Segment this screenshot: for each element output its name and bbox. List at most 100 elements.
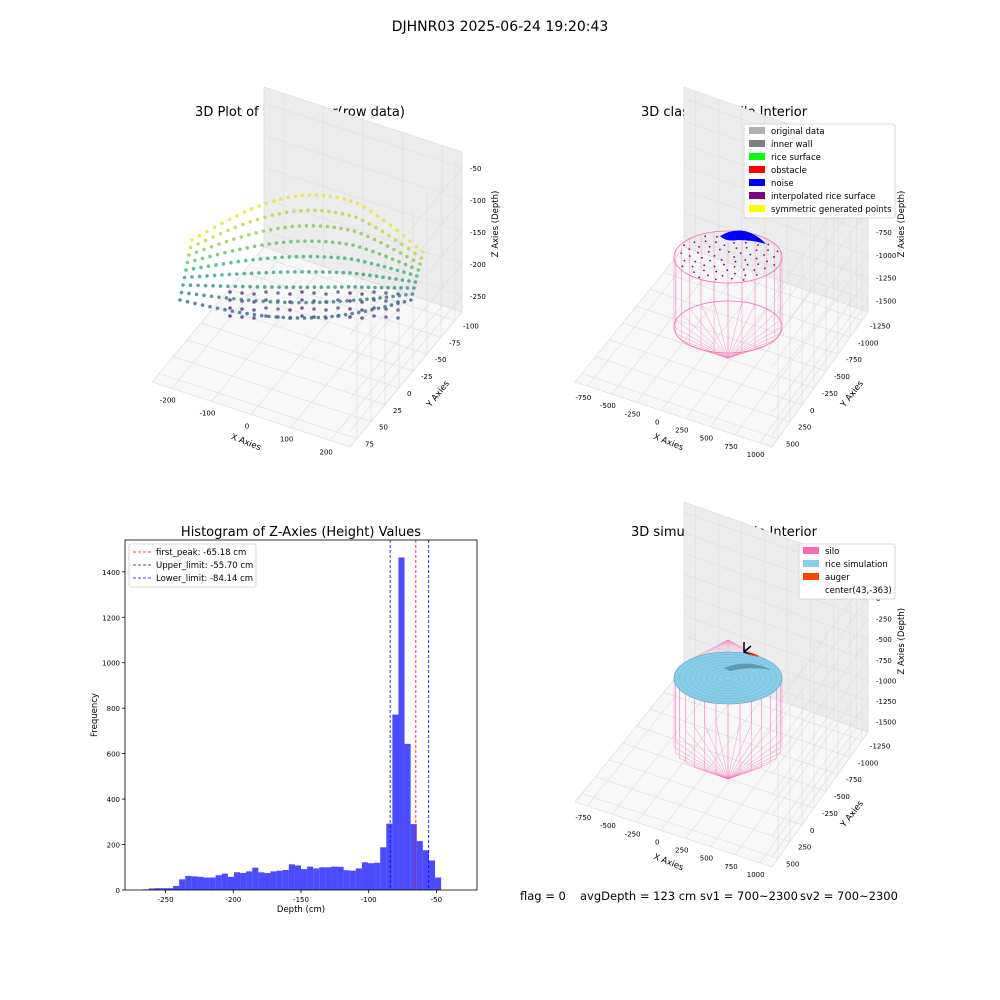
- raw-data-point: [288, 292, 292, 296]
- y-axis-label: Y Axies: [838, 379, 866, 411]
- raw-data-point: [354, 271, 359, 276]
- interpolated-point: [681, 265, 684, 268]
- raw-data-point: [245, 245, 250, 250]
- raw-data-point: [315, 254, 320, 259]
- raw-data-point: [257, 271, 261, 275]
- silo-cone-line: [727, 772, 741, 780]
- grid-line: [771, 721, 869, 857]
- raw-data-point: [194, 292, 199, 297]
- histogram-bar: [276, 870, 283, 890]
- interpolated-point: [763, 254, 765, 256]
- interpolated-point: [693, 271, 695, 274]
- raw-data-point: [354, 215, 358, 220]
- silo-cone-line: [727, 746, 783, 780]
- raw-data-point: [311, 300, 315, 305]
- raw-data-point: [372, 290, 376, 294]
- raw-data-point: [268, 227, 273, 232]
- grid-line: [771, 577, 869, 713]
- silo-cone-line: [727, 721, 741, 780]
- legend-swatch: [749, 192, 765, 199]
- raw-data-point: [294, 254, 299, 259]
- legend-label: noise: [771, 179, 794, 189]
- raw-data-point: [349, 257, 354, 261]
- y-tick-label: 1400: [102, 569, 120, 577]
- legend-label: Lower_limit: -84.14 cm: [156, 574, 253, 584]
- interpolated-point: [713, 265, 716, 268]
- interpolated-point: [715, 241, 717, 244]
- z-tick-label: -500: [876, 636, 892, 644]
- raw-data-point: [246, 233, 251, 237]
- grid-line: [660, 275, 765, 411]
- auger-line: [747, 653, 759, 657]
- raw-data-point: [348, 315, 352, 319]
- interpolated-point: [707, 274, 709, 277]
- raw-data-point: [348, 307, 352, 311]
- raw-data-point: [396, 308, 400, 312]
- raw-data-point: [240, 307, 244, 311]
- x-tick-label: 1000: [747, 871, 765, 879]
- histogram-bar: [422, 850, 429, 890]
- raw-data-point: [364, 247, 369, 251]
- raw-data-point: [380, 229, 385, 234]
- interpolated-point: [744, 274, 747, 277]
- interpolated-point: [766, 260, 769, 263]
- legend-swatch: [749, 153, 765, 160]
- y-tick-label: 25: [393, 407, 402, 415]
- histogram-bar: [392, 714, 399, 890]
- x-tick-label: 250: [675, 427, 688, 435]
- y-tick-label: -250: [822, 390, 838, 398]
- interpolated-point: [742, 268, 745, 271]
- raw-data-point: [205, 229, 209, 234]
- histogram-legend: first_peak: -65.18 cm Upper_limit: -55.70…: [128, 543, 257, 588]
- raw-point-cloud: [178, 193, 425, 320]
- silo-cone-line: [689, 308, 729, 359]
- raw-data-point: [359, 231, 363, 236]
- raw-data-point: [344, 242, 349, 246]
- raw-data-point: [196, 242, 200, 246]
- y-tick-label: -50: [435, 356, 446, 364]
- raw-data-point: [197, 274, 202, 279]
- histogram-plot: -250 -200 -150 -100 -50 0 200 400 600 800 1000 1200…: [90, 539, 478, 915]
- silo-cone-line: [694, 726, 729, 780]
- legend-label: rice surface: [771, 153, 821, 163]
- x-tick-label: -200: [160, 397, 176, 405]
- raw-data-point: [358, 297, 363, 302]
- grid-line: [263, 102, 463, 169]
- raw-data-point: [286, 195, 290, 200]
- raw-data-point: [278, 270, 283, 274]
- raw-data-point: [379, 240, 383, 245]
- x-axis-label: X Axies: [652, 432, 685, 453]
- interpolated-point: [688, 248, 691, 251]
- histogram-bar: [404, 743, 411, 890]
- raw-data-point: [415, 274, 419, 278]
- histogram-bar: [416, 841, 423, 890]
- rice-mesh-ring: [679, 654, 777, 702]
- raw-data-point: [252, 316, 256, 320]
- raw-data-point: [390, 257, 395, 261]
- histogram-title: Histogram of Z-Axies (Height) Values: [181, 525, 421, 540]
- interpolated-point: [735, 247, 738, 249]
- raw-data-point: [191, 266, 196, 271]
- raw-data-point: [233, 284, 238, 289]
- x-tick-label: -500: [600, 822, 616, 830]
- silo-cone-line: [727, 730, 771, 780]
- histogram-bar: [166, 888, 174, 890]
- raw-data-point: [241, 222, 245, 227]
- interpolated-point: [734, 272, 736, 275]
- raw-data-point: [304, 223, 309, 228]
- interpolated-point: [733, 256, 736, 258]
- raw-data-point: [361, 272, 366, 277]
- x-tick-label: -500: [600, 402, 616, 410]
- legend-label: interpolated rice surface: [771, 192, 876, 202]
- raw-data-point: [235, 213, 239, 218]
- y-axis-label: Y Axies: [424, 379, 452, 411]
- x-tick-label: -100: [199, 410, 215, 418]
- silo-cone-line: [727, 770, 752, 780]
- y-tick-label: 200: [107, 842, 120, 850]
- raw-data-point: [223, 250, 227, 255]
- raw-data-point: [232, 296, 236, 301]
- raw-data-point: [385, 244, 390, 248]
- raw-data-point: [389, 266, 393, 271]
- interpolated-point: [683, 244, 685, 246]
- grid-line: [636, 687, 742, 823]
